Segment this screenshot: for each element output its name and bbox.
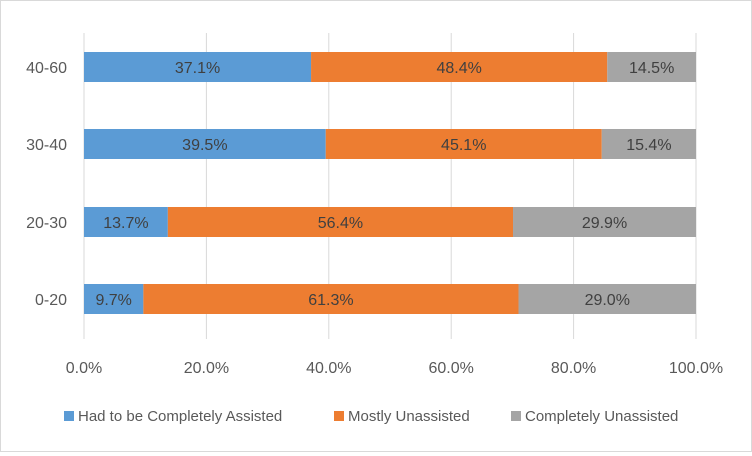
data-label: 56.4%: [318, 215, 363, 232]
data-label: 29.9%: [582, 215, 627, 232]
bar-segment: [607, 52, 696, 82]
bar-segment: [518, 284, 696, 314]
y-tick-label: 20-30: [26, 215, 67, 232]
bar-segment: [601, 129, 696, 159]
bar-segment: [143, 284, 519, 314]
bar-segment: [325, 129, 602, 159]
data-label: 37.1%: [175, 60, 220, 77]
legend-swatch: [511, 411, 521, 421]
x-tick-label: 60.0%: [429, 360, 474, 377]
bar-segment: [513, 207, 696, 237]
data-label: 48.4%: [436, 60, 481, 77]
bar-segment: [84, 284, 144, 314]
bar-segment: [311, 52, 608, 82]
bar-segment: [84, 52, 312, 82]
y-tick-label: 40-60: [26, 60, 67, 77]
data-label: 14.5%: [629, 60, 674, 77]
legend-swatch: [64, 411, 74, 421]
x-axis-labels: 0.0% 20.0% 40.0% 60.0% 80.0% 100.0%: [66, 360, 723, 377]
y-axis-labels: 40-60 30-40 20-30 0-20: [26, 60, 67, 309]
legend-label: Completely Unassisted: [525, 408, 678, 425]
y-tick-label: 30-40: [26, 137, 67, 154]
data-label: 39.5%: [182, 137, 227, 154]
bar-segment: [84, 129, 326, 159]
x-tick-label: 0.0%: [66, 360, 102, 377]
legend: Had to be Completely Assisted Mostly Unas…: [64, 408, 678, 425]
legend-label: Had to be Completely Assisted: [78, 408, 282, 425]
x-tick-label: 100.0%: [669, 360, 723, 377]
data-label: 61.3%: [308, 292, 353, 309]
data-label: 15.4%: [626, 137, 671, 154]
data-label: 13.7%: [103, 215, 148, 232]
data-label: 9.7%: [95, 292, 131, 309]
bar-segment: [167, 207, 514, 237]
y-tick-label: 0-20: [35, 292, 67, 309]
bar-segment: [84, 207, 168, 237]
x-tick-label: 40.0%: [306, 360, 351, 377]
legend-label: Mostly Unassisted: [348, 408, 470, 425]
data-label: 45.1%: [441, 137, 486, 154]
bars: 37.1% 48.4% 14.5% 39.5% 45.1% 15.4% 13.7% 56.4%…: [84, 52, 696, 314]
x-tick-label: 80.0%: [551, 360, 596, 377]
legend-swatch: [334, 411, 344, 421]
x-tick-label: 20.0%: [184, 360, 229, 377]
data-label: 29.0%: [585, 292, 630, 309]
